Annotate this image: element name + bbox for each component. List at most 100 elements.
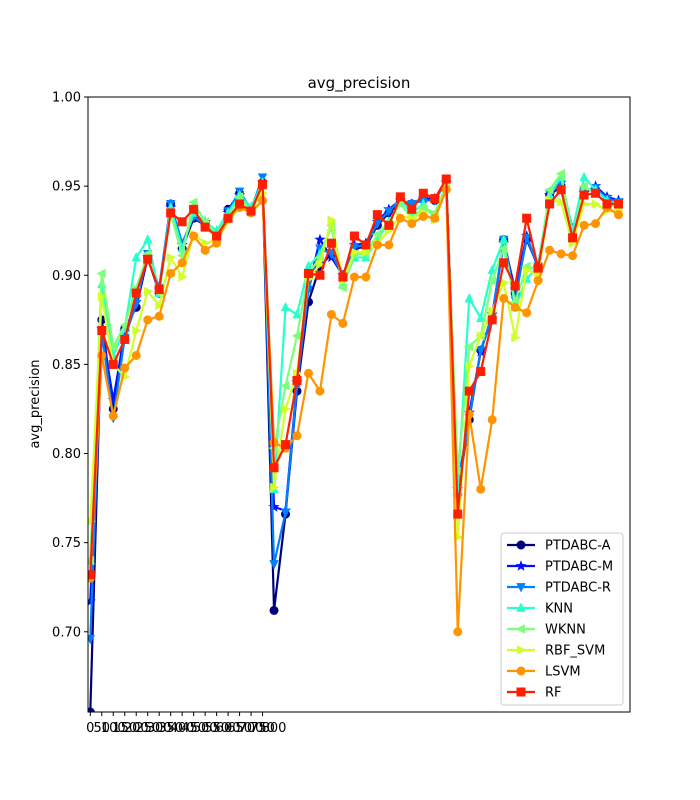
legend-entry-ptdabc-r: PTDABC-R: [507, 581, 611, 596]
legend-label-wknn: WKNN: [545, 623, 586, 638]
y-tick-label: 1.00: [52, 91, 81, 106]
x-tick-label: 250: [135, 721, 160, 736]
legend-marker-rbf-svm-point-0: [517, 645, 527, 655]
rbf-svm-point-20: [316, 259, 326, 270]
ptdabc-r-point-26: [384, 207, 394, 217]
rf-point-0: [88, 570, 95, 580]
x-tick-label: 150: [112, 721, 137, 736]
rf-point-23: [349, 231, 359, 241]
lsvm-point-25: [372, 240, 382, 250]
lsvm-point-36: [499, 293, 509, 303]
lsvm-point-34: [476, 484, 486, 494]
legend-entry-ptdabc-m: PTDABC-M: [507, 560, 613, 575]
ptdabc-m-point-20: [314, 233, 326, 245]
legend-entry-lsvm: LSVM: [507, 665, 581, 680]
rbf-svm-point-44: [591, 199, 602, 209]
lsvm-point-42: [568, 251, 578, 261]
x-tick-label: 350: [158, 721, 183, 736]
wknn-point-35: [486, 275, 497, 286]
knn-point-33: [464, 292, 474, 303]
knn-point-4: [131, 251, 141, 262]
plot-frame: [87, 96, 631, 713]
legend-box: [500, 532, 624, 706]
rf-point-46: [614, 199, 624, 209]
rf-point-3: [120, 334, 130, 344]
lsvm-point-2: [108, 411, 118, 421]
x-tick-label: 500: [193, 721, 218, 736]
x-axis: 0 501001502002503003504004505005506006507…: [86, 712, 286, 736]
rf-point-6: [154, 285, 164, 295]
rf-point-43: [579, 190, 589, 200]
rbf-svm-point-21: [327, 215, 337, 225]
rbf-svm-point-4: [132, 325, 142, 336]
wknn-point-27: [394, 199, 405, 209]
x-tick-label: 300: [147, 721, 172, 736]
x-tick-label: 750: [250, 721, 275, 736]
rf-point-41: [556, 185, 566, 195]
wknn-point-25: [371, 229, 382, 239]
lsvm-point-10: [200, 245, 210, 255]
wknn-point-33: [463, 341, 474, 352]
legend-label-ptdabc-a: PTDABC-A: [545, 539, 611, 554]
rf-point-39: [533, 263, 543, 273]
rf-point-44: [591, 188, 601, 198]
rbf-svm-point-5: [143, 286, 154, 296]
legend-label-ptdabc-m: PTDABC-M: [545, 560, 613, 575]
lsvm-point-32: [453, 627, 463, 637]
rf-point-17: [281, 440, 291, 450]
legend-marker-lsvm-point-0: [516, 666, 526, 676]
lsvm-point-39: [533, 276, 543, 286]
wknn-point-17: [280, 381, 290, 391]
rf-point-24: [361, 240, 371, 250]
rf-point-7: [166, 208, 176, 218]
lsvm-point-38: [522, 308, 532, 318]
rf-point-28: [407, 204, 417, 214]
legend-marker-rf-point-0: [516, 687, 526, 697]
ptdabc-r-point-16: [269, 560, 279, 570]
lsvm-point-35: [487, 415, 497, 425]
rbf-svm-point-8: [178, 272, 188, 282]
lsvm-point-19: [303, 368, 313, 378]
wknn-point-22: [337, 283, 347, 293]
knn-point-17: [280, 301, 291, 312]
wknn-point-9: [188, 197, 198, 207]
rbf-svm-point-37: [511, 332, 521, 343]
lsvm-point-3: [120, 363, 130, 373]
lsvm-point-30: [430, 213, 440, 223]
legend-label-rbf-svm: RBF_SVM: [545, 644, 605, 659]
rf-point-33: [464, 386, 474, 396]
rf-point-36: [499, 258, 509, 268]
legend-marker-knn-point-0: [516, 602, 526, 612]
lsvm-point-23: [349, 272, 359, 282]
y-axis: 0.70 0.75 0.80 0.85 0.90 0.95 1.00: [52, 91, 88, 640]
rbf-svm-point-16: [270, 482, 280, 493]
lsvm-point-21: [326, 309, 336, 319]
lsvm-point-27: [395, 213, 405, 223]
rf-point-29: [418, 188, 428, 198]
rf-point-10: [200, 222, 210, 232]
rf-point-37: [510, 281, 520, 291]
x-tick-label: 600: [216, 721, 241, 736]
rf-point-25: [372, 210, 382, 220]
x-tick-label: 550: [204, 721, 229, 736]
rbf-svm-point-33: [465, 361, 475, 371]
wknn-point-36: [498, 243, 508, 254]
x-tick-label: 100: [101, 721, 126, 736]
rf-point-30: [430, 194, 440, 204]
y-tick-label: 0.95: [52, 180, 81, 195]
rf-point-14: [246, 206, 256, 216]
rf-point-18: [292, 375, 302, 385]
rbf-svm-point-1: [97, 291, 108, 302]
lsvm-point-7: [166, 268, 176, 278]
wknn-point-41: [555, 168, 566, 179]
legend-entry-rbf-svm: RBF_SVM: [507, 644, 605, 659]
legend: PTDABC-A PTDABC-M PTDABC-R KNN WKNN RBF_SVM LS…: [500, 532, 624, 706]
lsvm-point-29: [418, 211, 428, 221]
rbf-svm-point-38: [522, 265, 533, 275]
legend-label-knn: KNN: [545, 602, 573, 617]
legend-label-ptdabc-r: PTDABC-R: [545, 581, 611, 596]
rf-point-26: [384, 220, 394, 230]
rf-point-5: [143, 254, 153, 264]
ptdabc-m-point-16: [268, 501, 280, 512]
